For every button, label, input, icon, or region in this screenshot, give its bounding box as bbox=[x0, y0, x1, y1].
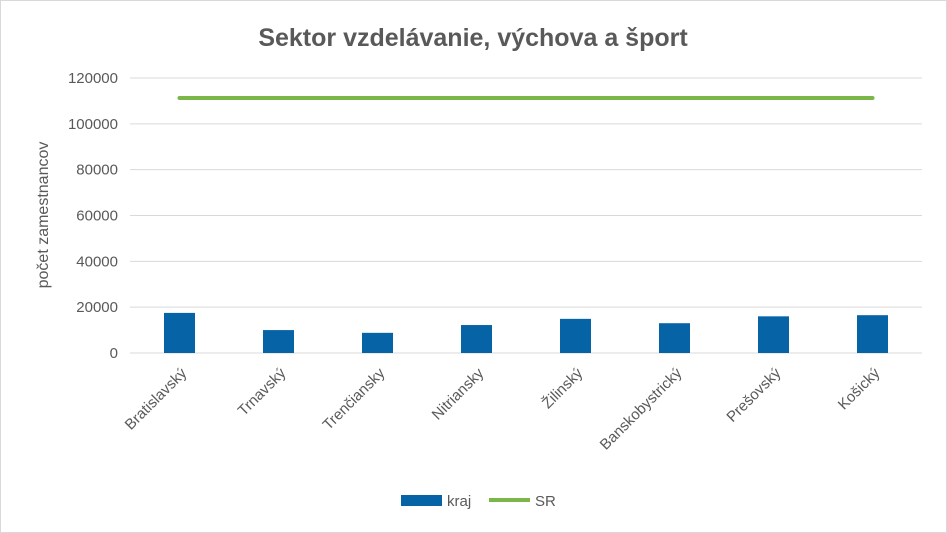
legend-swatch-kraj bbox=[401, 495, 442, 506]
x-tick-label: Trenčiansky bbox=[320, 364, 389, 433]
y-axis-ticks: 0 20000 40000 60000 80000 100000 120000 bbox=[68, 70, 118, 362]
bar-6 bbox=[659, 323, 690, 353]
legend: kraj SR bbox=[401, 493, 556, 510]
x-tick-label: Trnavský bbox=[235, 364, 290, 419]
bar-series-kraj bbox=[164, 312, 888, 353]
y-tick-label: 0 bbox=[110, 345, 118, 362]
y-tick-label: 20000 bbox=[76, 299, 118, 316]
x-tick-label: Bratislavský bbox=[122, 364, 191, 433]
bar-3 bbox=[362, 332, 393, 353]
bar-7 bbox=[758, 316, 789, 353]
gridlines bbox=[130, 77, 922, 354]
y-tick-label: 40000 bbox=[76, 253, 118, 270]
y-tick-label: 60000 bbox=[76, 208, 118, 225]
x-tick-label: Nitriansky bbox=[429, 364, 488, 423]
x-tick-label: Banskobystrický bbox=[597, 364, 686, 453]
chart-title: Sektor vzdelávanie, výchova a šport bbox=[258, 24, 688, 52]
y-tick-label: 80000 bbox=[76, 162, 118, 179]
x-axis-ticks: Bratislavský Trnavský Trenčiansky Nitriansk… bbox=[122, 364, 884, 453]
legend-label-kraj: kraj bbox=[447, 493, 471, 510]
bar-5 bbox=[560, 318, 591, 353]
bar-2 bbox=[263, 330, 294, 353]
bar-1 bbox=[164, 312, 195, 353]
x-tick-label: Žilinský bbox=[539, 364, 587, 412]
bar-8 bbox=[857, 315, 888, 353]
bar-4 bbox=[461, 325, 492, 353]
y-tick-label: 120000 bbox=[68, 70, 118, 87]
x-tick-label: Košický bbox=[835, 364, 884, 413]
legend-label-sr: SR bbox=[535, 493, 556, 510]
y-axis-label: počet zamestnancov bbox=[35, 142, 52, 289]
x-tick-label: Prešovský bbox=[723, 364, 784, 425]
y-tick-label: 100000 bbox=[68, 116, 118, 133]
